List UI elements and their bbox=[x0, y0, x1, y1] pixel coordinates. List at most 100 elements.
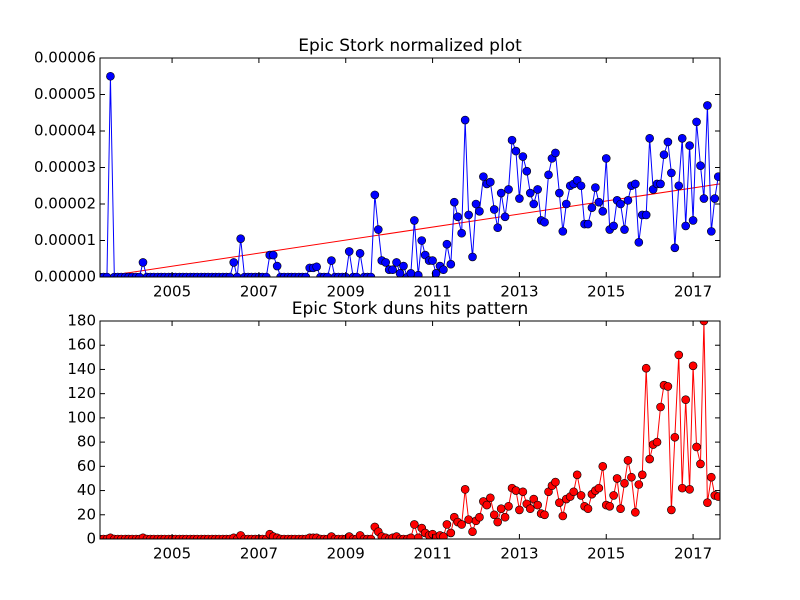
data-point bbox=[486, 493, 495, 503]
y-tick-label: 0.00006 bbox=[34, 49, 96, 67]
data-point bbox=[652, 437, 662, 447]
data-point bbox=[442, 520, 452, 529]
data-point bbox=[616, 504, 625, 514]
x-tick-label: 2011 bbox=[413, 545, 451, 563]
data-point bbox=[406, 269, 416, 277]
data-point bbox=[641, 363, 651, 373]
data-point bbox=[572, 470, 582, 480]
data-point bbox=[439, 265, 448, 275]
x-tick-label: 2013 bbox=[500, 545, 538, 563]
data-point bbox=[392, 258, 401, 267]
data-point bbox=[659, 150, 669, 160]
data-point bbox=[352, 272, 361, 277]
data-point bbox=[464, 210, 473, 220]
y-tick-label: 40 bbox=[77, 481, 96, 499]
data-point bbox=[667, 505, 676, 515]
data-point bbox=[612, 474, 622, 483]
data-point bbox=[355, 248, 365, 258]
data-point bbox=[529, 199, 539, 209]
data-point bbox=[670, 243, 680, 253]
x-tick-label: 2017 bbox=[674, 545, 712, 563]
data-point bbox=[507, 135, 517, 145]
data-point bbox=[464, 515, 473, 524]
data-point bbox=[688, 216, 698, 225]
data-point bbox=[399, 261, 408, 271]
data-point bbox=[500, 212, 510, 222]
data-point bbox=[381, 258, 390, 267]
data-point bbox=[225, 272, 235, 277]
data-point bbox=[428, 256, 437, 265]
data-point bbox=[453, 212, 463, 222]
data-point bbox=[674, 350, 684, 360]
data-point bbox=[558, 227, 568, 236]
data-point bbox=[511, 486, 521, 495]
data-point bbox=[540, 510, 549, 520]
data-point bbox=[232, 272, 242, 277]
data-point bbox=[645, 454, 654, 464]
data-point bbox=[594, 197, 604, 207]
x-tick-label: 2015 bbox=[587, 545, 625, 563]
data-point bbox=[656, 402, 665, 412]
data-point bbox=[685, 141, 694, 150]
data-point bbox=[457, 228, 466, 238]
data-point bbox=[366, 272, 376, 277]
data-point bbox=[551, 477, 560, 487]
data-point bbox=[627, 472, 636, 482]
data-point bbox=[576, 491, 586, 500]
data-point bbox=[681, 221, 691, 231]
data-point bbox=[301, 272, 311, 277]
x-tick-label: 2005 bbox=[153, 545, 191, 563]
x-tick-label: 2009 bbox=[327, 545, 365, 563]
data-point bbox=[446, 528, 456, 538]
data-point bbox=[707, 472, 716, 482]
data-point bbox=[631, 179, 640, 189]
data-point bbox=[388, 265, 397, 275]
data-point bbox=[533, 185, 542, 194]
data-point bbox=[431, 269, 441, 277]
data-point bbox=[489, 510, 499, 520]
data-point bbox=[583, 504, 593, 514]
data-point bbox=[677, 483, 687, 493]
data-point bbox=[417, 236, 427, 245]
data-point bbox=[489, 205, 499, 214]
data-point bbox=[261, 272, 271, 277]
data-point bbox=[688, 361, 698, 371]
data-point bbox=[699, 321, 709, 326]
x-tick-label: 2007 bbox=[240, 283, 278, 301]
x-tick-label: 2011 bbox=[413, 283, 451, 301]
data-point bbox=[323, 272, 332, 277]
data-point bbox=[623, 455, 633, 465]
data-point bbox=[634, 480, 644, 489]
data-point bbox=[374, 225, 383, 234]
data-point bbox=[692, 117, 701, 127]
data-point bbox=[663, 137, 673, 147]
data-point bbox=[576, 181, 586, 191]
data-point bbox=[446, 259, 456, 269]
data-point bbox=[540, 217, 549, 227]
data-point bbox=[707, 227, 716, 236]
data-point bbox=[413, 270, 423, 277]
data-point bbox=[496, 504, 506, 514]
data-point bbox=[460, 485, 470, 494]
data-point bbox=[598, 462, 608, 471]
data-point bbox=[667, 168, 676, 178]
data-point bbox=[551, 148, 560, 158]
data-point bbox=[236, 234, 245, 243]
data-point bbox=[529, 494, 539, 504]
x-tick-label: 2005 bbox=[153, 283, 191, 301]
data-point bbox=[681, 395, 691, 405]
x-tick-label: 2007 bbox=[240, 545, 278, 563]
data-point bbox=[102, 272, 112, 277]
data-point bbox=[460, 115, 470, 125]
data-point bbox=[496, 188, 506, 198]
data-point bbox=[522, 166, 532, 176]
axes-frame bbox=[99, 320, 721, 540]
data-point bbox=[594, 483, 604, 493]
y-tick-label: 60 bbox=[77, 457, 96, 475]
data-point bbox=[674, 181, 684, 191]
data-point bbox=[609, 221, 618, 231]
x-tick-label: 2013 bbox=[500, 283, 538, 301]
data-point bbox=[413, 533, 423, 539]
